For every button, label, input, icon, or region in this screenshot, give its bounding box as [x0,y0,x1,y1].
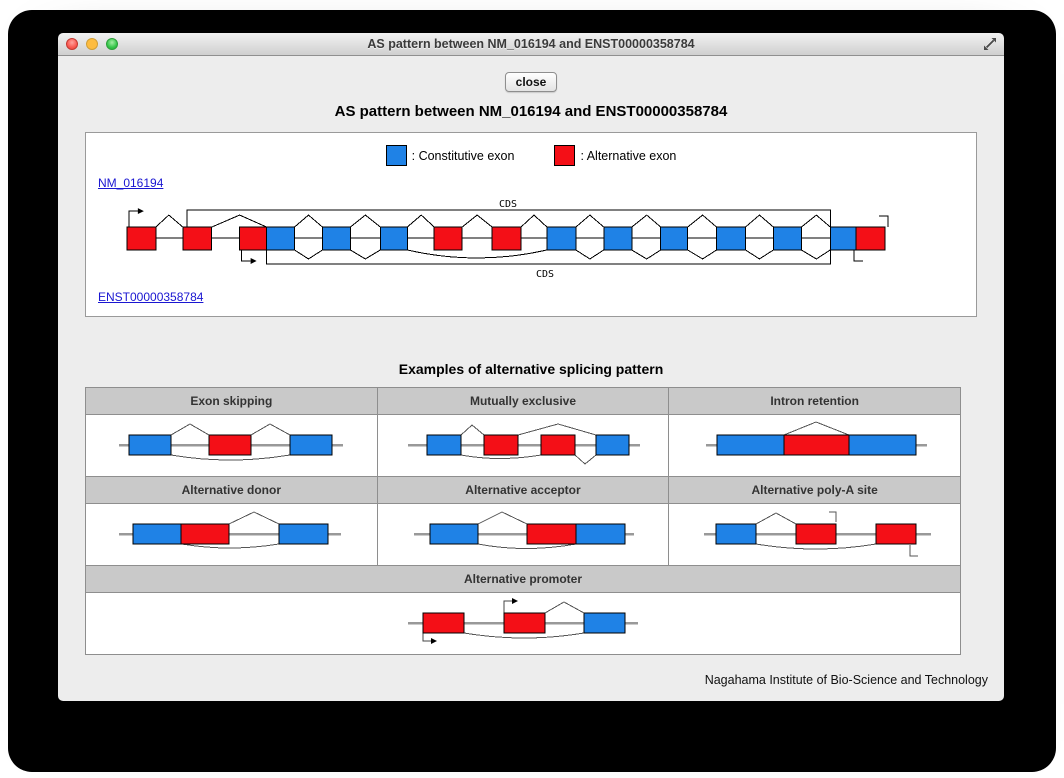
constitutive-exon-swatch [385,145,407,166]
traffic-lights [66,38,118,50]
intron-retention-diagram [706,421,928,456]
pattern-cell-alt-polya [668,503,961,566]
pattern-header-alt-acceptor: Alternative acceptor [376,476,670,504]
transcript-link-enst[interactable]: ENST00000358784 [98,290,204,304]
footer-credit: Nagahama Institute of Bio-Science and Te… [704,673,988,687]
traffic-light-zoom-icon[interactable] [106,38,118,50]
window-title: AS pattern between NM_016194 and ENST000… [367,37,695,51]
svg-text:CDS: CDS [499,199,517,210]
legend-label: : Constitutive exon [411,148,515,163]
pattern-header-mutually-exclusive: Mutually exclusive [376,387,670,415]
traffic-light-minimize-icon[interactable] [86,38,98,50]
pattern-cell-mutually-exclusive [376,414,670,477]
traffic-light-close-icon[interactable] [66,38,78,50]
alternative-exon-swatch [554,145,576,166]
mutually-exclusive-diagram [407,423,640,465]
pattern-header-alt-promoter: Alternative promoter [85,565,961,593]
pattern-cell-alt-donor [85,503,378,566]
alternative-donor-diagram [119,511,341,549]
app-window: AS pattern between NM_016194 and ENST000… [58,33,1004,701]
transcript-link-nm[interactable]: NM_016194 [98,176,164,190]
alternative-acceptor-diagram [413,511,634,549]
gene-structure-diagram: CDS CDS [126,199,889,280]
pattern-cell-intron-retention [668,414,961,477]
pattern-header-intron-retention: Intron retention [668,387,961,415]
examples-heading: Examples of alternative splicing pattern [398,361,664,377]
legend-item-constitutive: : Constitutive exon [385,145,515,166]
legend: : Constitutive exon : Alternative exon [86,145,976,166]
pattern-header-alt-polya: Alternative poly-A site [668,476,961,504]
page-content: close AS pattern between NM_016194 and E… [58,56,1004,701]
pattern-cell-alt-promoter [85,592,961,655]
alternative-polya-diagram [704,511,932,557]
title-bar[interactable]: AS pattern between NM_016194 and ENST000… [58,33,1004,56]
pattern-cell-alt-acceptor [376,503,670,566]
pattern-cell-exon-skipping [85,414,378,477]
as-pattern-panel: : Constitutive exon : Alternative exon N… [85,132,977,317]
svg-text:CDS: CDS [536,269,554,280]
close-button[interactable]: close [504,72,558,92]
pattern-header-exon-skipping: Exon skipping [85,387,378,415]
legend-label: : Alternative exon [580,148,677,163]
exon-skipping-diagram [119,423,343,461]
legend-item-alternative: : Alternative exon [554,145,676,166]
splicing-pattern-table: Exon skipping Mutually exclusive Intron … [85,387,961,655]
page-title: AS pattern between NM_016194 and ENST000… [334,103,728,120]
resize-icon[interactable] [983,37,997,51]
alternative-promoter-diagram [408,598,638,644]
pattern-header-alt-donor: Alternative donor [85,476,378,504]
